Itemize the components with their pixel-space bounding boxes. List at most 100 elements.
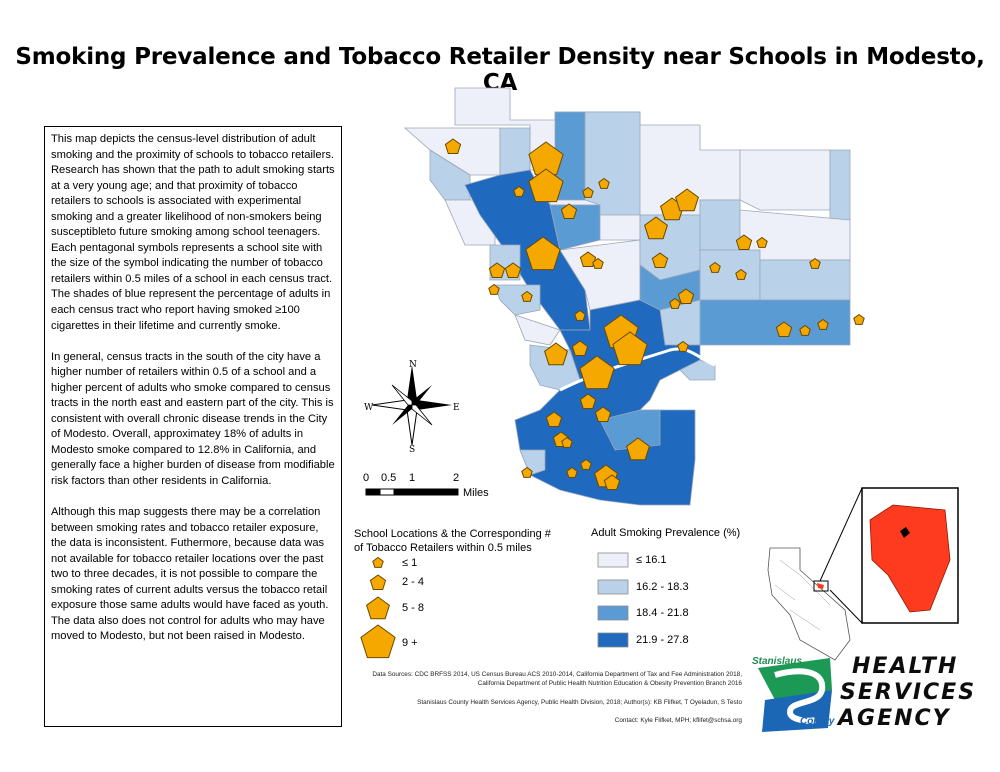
map-title: Smoking Prevalence and Tobacco Retailer … xyxy=(15,44,985,96)
logo-county: County xyxy=(800,716,835,727)
school-legend-label-1: ≤ 1 xyxy=(402,557,418,569)
school-legend-symbol-3 xyxy=(366,596,390,620)
school-symbol xyxy=(677,340,689,352)
logo-stanislaus: Stanislaus xyxy=(752,656,803,667)
school-symbol xyxy=(571,340,589,356)
scale-tick-2: 2 xyxy=(453,472,460,484)
tract-south-f xyxy=(519,449,546,476)
logo-agency: AGENCY xyxy=(838,706,951,731)
school-symbol xyxy=(513,185,525,197)
data-sources: Data Sources: CDC BRFSS 2014, US Census … xyxy=(350,670,742,688)
tract-north-band xyxy=(499,127,531,176)
prevalence-label-2: 16.2 - 18.3 xyxy=(636,581,689,593)
school-legend-label-2: 2 - 4 xyxy=(402,576,425,588)
school-legend-title: School Locations & the Corresponding # o… xyxy=(354,527,551,555)
school-symbol xyxy=(675,188,699,212)
logo-services: SERVICES xyxy=(840,680,977,705)
agency-credit: Stanislaus County Health Services Agency… xyxy=(417,699,742,706)
school-symbol xyxy=(603,474,621,490)
school-symbol xyxy=(651,252,669,268)
description-paragraph-2: In general, census tracts in the south o… xyxy=(51,350,335,487)
stanislaus-county-shape xyxy=(869,504,951,613)
tract-east-c xyxy=(829,149,851,221)
prevalence-label-4: 21.9 - 27.8 xyxy=(636,634,689,646)
tract-south-dark xyxy=(514,299,701,506)
tract-east-f xyxy=(759,259,851,301)
school-symbol xyxy=(612,331,648,366)
compass-rose xyxy=(371,365,452,446)
compass-e: E xyxy=(453,403,460,413)
school-symbol xyxy=(579,251,597,267)
school-symbol xyxy=(809,257,821,269)
tract-west-c xyxy=(494,284,541,316)
school-symbol xyxy=(521,290,533,302)
school-symbol xyxy=(756,236,768,248)
swatch-low xyxy=(597,579,629,595)
scale-tick-half: 0.5 xyxy=(381,472,397,484)
credits-line-2: California Department of Public Health N… xyxy=(477,680,742,687)
tract-central-c xyxy=(584,111,641,216)
contact-info: Contact: Kyle Flifket, MPH; kflifet@schs… xyxy=(614,717,742,724)
school-symbol xyxy=(560,203,578,219)
prevalence-label-1: ≤ 16.1 xyxy=(636,554,667,566)
swatch-lowest xyxy=(597,552,629,568)
school-symbol xyxy=(488,262,506,278)
school-legend-label-4: 9 + xyxy=(402,637,418,649)
school-symbol xyxy=(669,297,681,309)
description-paragraph-1: This map depicts the census-level distri… xyxy=(51,133,335,332)
tract-central-b xyxy=(549,204,601,251)
scale-tick-1: 1 xyxy=(409,472,416,484)
school-symbol xyxy=(644,216,668,240)
school-symbol xyxy=(579,393,597,409)
school-legend-symbol-1 xyxy=(372,556,384,568)
school-symbol xyxy=(521,466,533,478)
credits-line-1: Data Sources: CDC BRFSS 2014, US Census … xyxy=(372,671,742,678)
school-legend-label-3: 5 - 8 xyxy=(402,602,425,614)
school-symbol xyxy=(504,262,522,278)
prevalence-legend-swatches xyxy=(597,552,629,648)
tract-east-b xyxy=(739,149,831,211)
scale-tick-0: 0 xyxy=(363,472,370,484)
school-symbol xyxy=(626,437,650,461)
swatch-high xyxy=(597,632,629,648)
school-symbol xyxy=(579,355,615,390)
hsa-logo-graphic xyxy=(758,658,832,732)
school-symbol xyxy=(525,236,561,271)
compass-n: N xyxy=(409,360,417,370)
school-symbol xyxy=(735,268,747,280)
school-legend-title-line1: School Locations & the Corresponding # xyxy=(354,528,551,540)
scale-bar xyxy=(365,488,459,496)
school-legend-symbol-2 xyxy=(369,574,387,590)
tract-east-a xyxy=(699,199,741,251)
inset-map xyxy=(767,487,959,661)
scale-unit: Miles xyxy=(463,487,489,499)
swatch-mid xyxy=(597,605,629,621)
school-symbol xyxy=(488,283,500,295)
california-shape xyxy=(767,547,851,661)
tract-east-e xyxy=(699,249,761,301)
school-symbol xyxy=(594,406,612,422)
school-symbol xyxy=(817,318,829,330)
prevalence-legend-title: Adult Smoking Prevalence (%) xyxy=(591,527,741,539)
school-legend-title-line2: of Tobacco Retailers within 0.5 miles xyxy=(354,542,532,554)
description-box: This map depicts the census-level distri… xyxy=(44,126,342,727)
school-symbol xyxy=(799,324,811,336)
school-symbol xyxy=(853,313,865,325)
school-symbol xyxy=(545,411,563,427)
school-symbol xyxy=(592,257,604,269)
logo-health: HEALTH xyxy=(852,654,959,679)
school-symbol xyxy=(528,168,564,203)
school-legend-symbols xyxy=(360,556,396,659)
school-symbol xyxy=(677,288,695,304)
prevalence-label-3: 18.4 - 21.8 xyxy=(636,607,689,619)
description-paragraph-3: Although this map suggests there may be … xyxy=(51,506,329,643)
school-symbol xyxy=(561,436,573,448)
school-symbol xyxy=(598,177,610,189)
school-legend-symbol-4 xyxy=(360,624,396,659)
school-symbol xyxy=(775,321,793,337)
school-symbol xyxy=(574,309,586,321)
tract-south-e xyxy=(599,409,661,451)
school-symbol xyxy=(444,138,462,154)
compass-s: S xyxy=(409,445,415,455)
